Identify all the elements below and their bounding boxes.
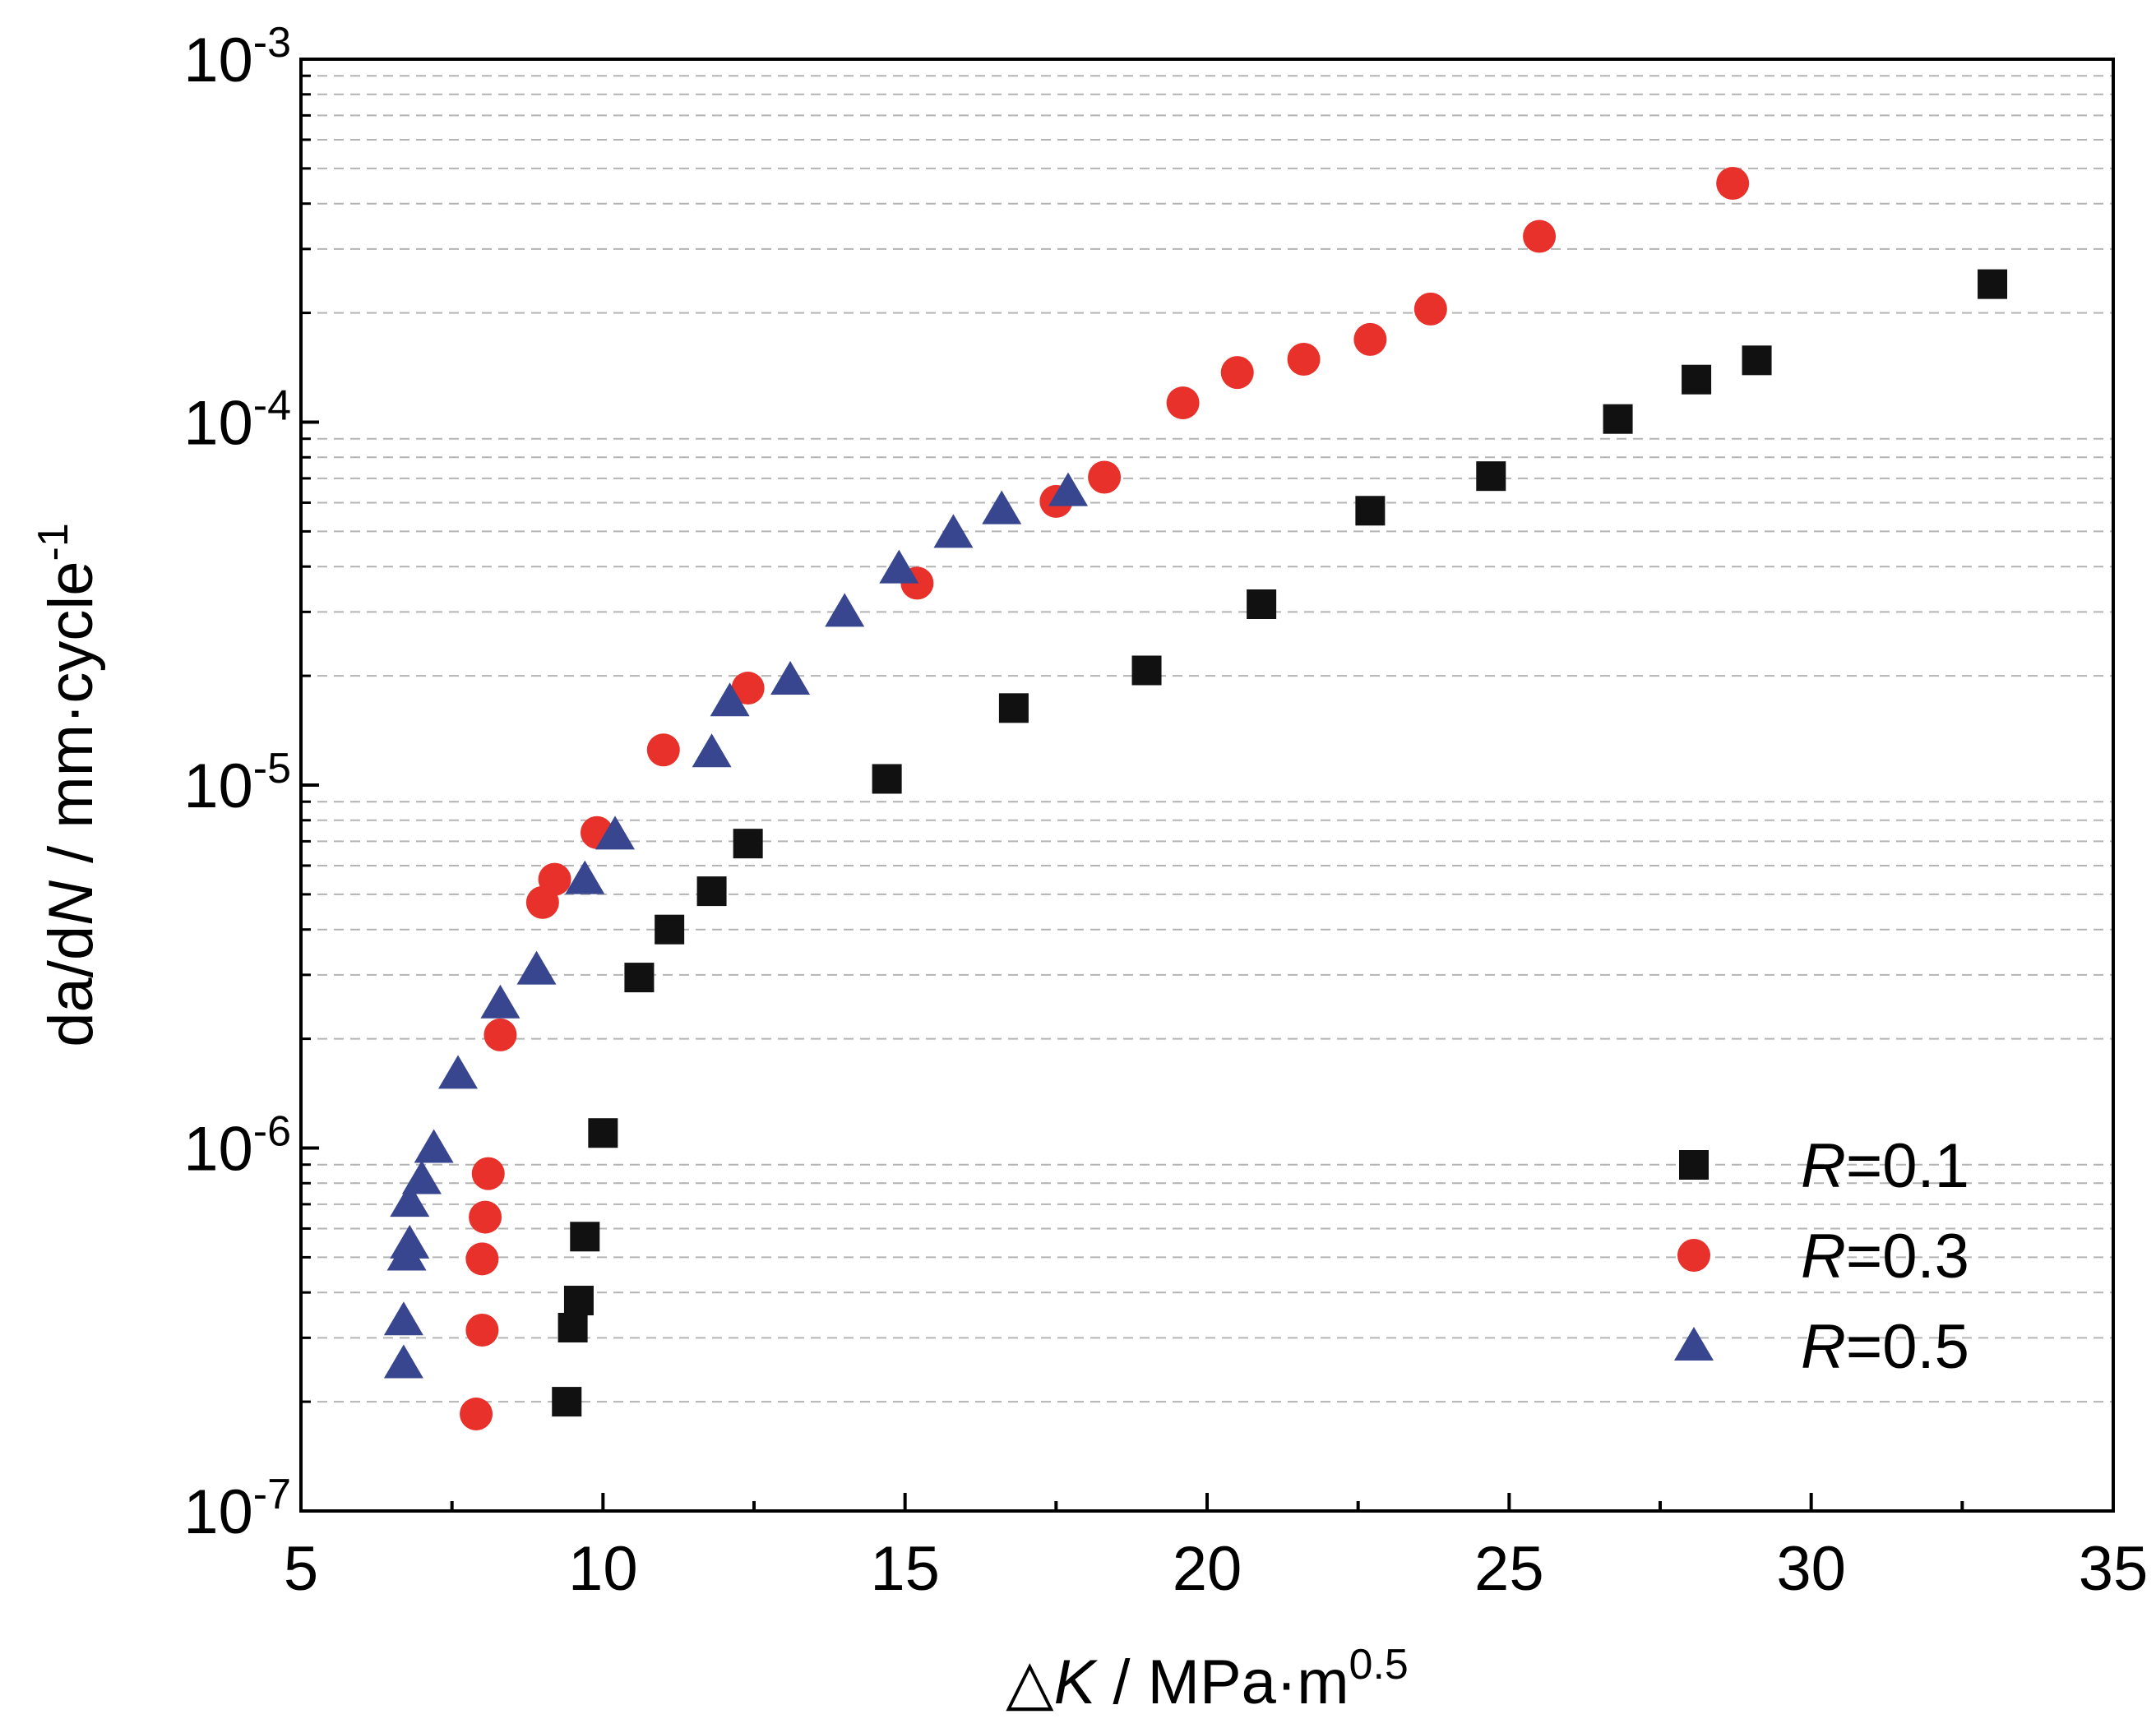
x-tick-label: 15: [870, 1534, 940, 1604]
x-axis-title-prefix: △: [1006, 1647, 1054, 1717]
legend-label: R=0.1: [1801, 1131, 1969, 1201]
y-axis-title-superscript: -1: [30, 523, 77, 561]
data-point-circle: [1287, 343, 1321, 377]
data-point-triangle: [565, 860, 605, 894]
grid-lines: [301, 75, 2113, 1403]
data-point-circle: [469, 1200, 502, 1234]
data-point-circle: [471, 1157, 505, 1190]
data-point-circle: [1220, 356, 1254, 390]
data-point-square: [1247, 589, 1277, 619]
data-point-triangle: [438, 1055, 479, 1089]
data-point-square: [1742, 345, 1772, 376]
data-point-square: [696, 876, 727, 907]
data-point-circle: [465, 1242, 499, 1276]
data-point-square: [1603, 404, 1633, 434]
data-point-circle: [1716, 166, 1750, 200]
data-point-square: [624, 963, 655, 993]
y-tick-label: 10-7: [183, 1471, 291, 1547]
x-tick-label: 10: [568, 1534, 638, 1604]
series-1: [552, 269, 2008, 1417]
legend-label: R=0.3: [1801, 1222, 1969, 1291]
y-tick-label: 10-6: [183, 1108, 291, 1185]
series-3: [383, 472, 1089, 1379]
data-point-square: [570, 1222, 600, 1252]
x-tick-label: 35: [2079, 1534, 2149, 1604]
data-point-circle: [1166, 386, 1200, 420]
x-axis-title-italic: K: [1054, 1647, 1099, 1717]
legend-marker-square: [1679, 1150, 1709, 1180]
legend-marker-circle: [1677, 1239, 1710, 1272]
data-point-square: [1682, 364, 1712, 395]
data-point-circle: [1523, 219, 1557, 253]
data-point-circle: [646, 733, 680, 767]
data-point-triangle: [516, 950, 557, 985]
data-point-square: [872, 764, 902, 794]
data-point-square: [552, 1387, 582, 1417]
data-point-square: [1978, 269, 2008, 299]
legend-marker-triangle: [1674, 1327, 1714, 1361]
data-point-circle: [465, 1313, 499, 1347]
data-point-circle: [460, 1398, 493, 1431]
x-tick-label: 30: [1776, 1534, 1846, 1604]
x-axis-title-suffix: / MPa·m: [1095, 1647, 1349, 1717]
x-tick-label: 5: [284, 1534, 318, 1604]
x-tick-label: 25: [1474, 1534, 1544, 1604]
data-point-circle: [538, 862, 571, 896]
data-point-triangle: [595, 815, 636, 850]
data-point-triangle: [879, 549, 919, 584]
x-axis-title: △K / MPa·m0.5: [1006, 1641, 1409, 1717]
axis-ticks: 5 10 15 20 25 30 35 10-7 10-6 10-5 10-4 10-3: [183, 19, 2148, 1604]
data-point-triangle: [770, 660, 811, 695]
data-point-triangle: [480, 984, 520, 1019]
data-point-square: [733, 829, 763, 859]
data-point-square: [1131, 655, 1162, 686]
y-tick-label: 10-3: [183, 19, 291, 95]
series-2: [460, 166, 1750, 1431]
data-point-circle: [1353, 322, 1387, 356]
legend: R=0.1 R=0.3 R=0.5: [1674, 1131, 1969, 1382]
y-axis-title-suffix: / mm·cycle: [36, 561, 106, 880]
data-point-triangle: [933, 514, 974, 548]
data-point-square: [998, 693, 1029, 723]
y-tick-label: 10-5: [183, 745, 291, 821]
data-point-triangle: [401, 1160, 442, 1194]
data-point-square: [655, 914, 685, 945]
data-point-circle: [1088, 460, 1122, 494]
x-tick-label: 20: [1173, 1534, 1242, 1604]
data-point-circle: [1413, 292, 1447, 326]
data-point-circle: [731, 672, 765, 705]
data-point-square: [588, 1118, 618, 1148]
y-axis-title-italic: N: [36, 880, 106, 926]
data-point-triangle: [825, 593, 865, 627]
y-axis-title-prefix: da/d: [36, 926, 106, 1047]
data-point-triangle: [390, 1224, 430, 1259]
data-point-triangle: [390, 1183, 430, 1217]
data-point-triangle: [383, 1344, 423, 1379]
data-point-square: [563, 1286, 594, 1316]
y-axis-title: da/dN / mm·cycle-1: [30, 523, 106, 1047]
data-points: [383, 166, 2008, 1431]
data-point-square: [1355, 496, 1386, 526]
data-point-circle: [483, 1018, 517, 1051]
data-point-triangle: [710, 682, 750, 717]
x-axis-title-superscript: 0.5: [1349, 1641, 1409, 1689]
data-point-square: [1476, 461, 1506, 492]
legend-label: R=0.5: [1801, 1312, 1969, 1382]
data-point-triangle: [692, 733, 732, 768]
data-point-triangle: [414, 1129, 454, 1163]
y-tick-label: 10-4: [183, 382, 291, 459]
data-point-triangle: [383, 1301, 423, 1336]
data-point-triangle: [1048, 472, 1089, 506]
data-point-triangle: [982, 490, 1022, 524]
data-point-square: [558, 1312, 588, 1342]
